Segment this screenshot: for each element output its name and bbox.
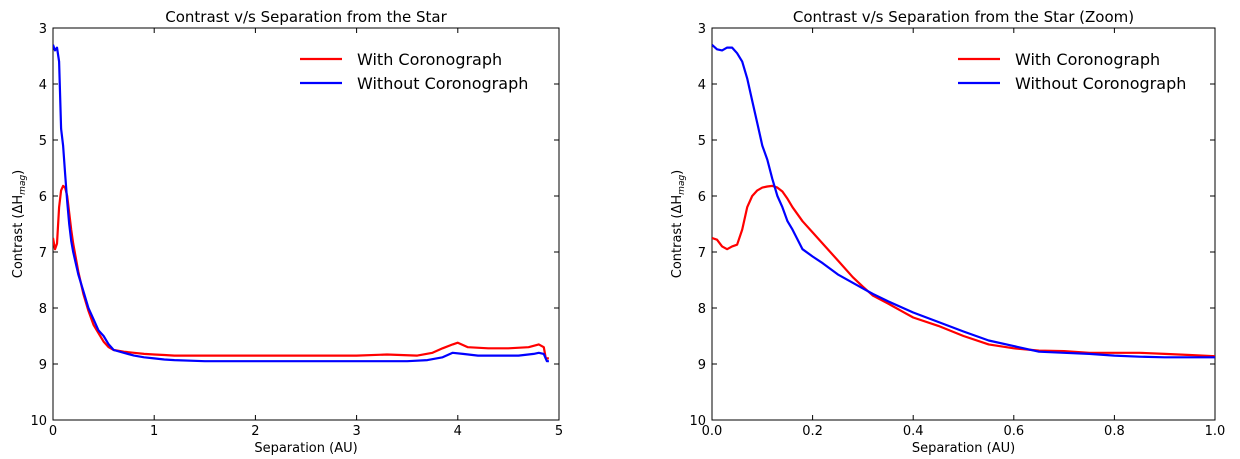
y-tick-label: 8 xyxy=(698,302,706,317)
x-tick-label: 1 xyxy=(150,424,158,439)
x-tick-label: 0.0 xyxy=(702,424,723,439)
series-line-without-coronograph xyxy=(53,44,549,363)
x-tick-label: 5 xyxy=(555,424,563,439)
series-line-without-coronograph xyxy=(712,43,1215,359)
legend-label: Without Coronograph xyxy=(357,74,528,93)
x-tick-label: 0.2 xyxy=(802,424,823,439)
y-tick-label: 9 xyxy=(698,358,706,373)
y-tick-label: 4 xyxy=(698,78,706,93)
legend: With Coronograph Without Coronograph xyxy=(300,50,528,93)
y-tick-label: 3 xyxy=(698,22,706,37)
x-tick-label: 2 xyxy=(251,424,259,439)
y-tick-label: 4 xyxy=(39,78,47,93)
chart-title: Contrast v/s Separation from the Star (Z… xyxy=(793,8,1134,26)
y-tick-label: 8 xyxy=(39,302,47,317)
legend-label: With Coronograph xyxy=(1015,50,1160,69)
y-axis-label-main: Contrast (ΔH xyxy=(11,195,26,278)
plot-frame xyxy=(52,27,560,421)
y-axis-label-close: ) xyxy=(670,170,685,175)
y-axis-label-main: Contrast (ΔH xyxy=(670,195,685,278)
y-tick-label: 7 xyxy=(39,246,47,261)
legend-label: Without Coronograph xyxy=(1015,74,1186,93)
x-tick-label: 0.8 xyxy=(1104,424,1125,439)
x-tick-label: 0.4 xyxy=(903,424,924,439)
series-line-with-coronograph xyxy=(53,184,549,360)
y-axis-label: Contrast (ΔHmag) xyxy=(11,170,28,279)
y-tick-label: 5 xyxy=(698,134,706,149)
y-axis-label-subscript: mag xyxy=(677,175,687,195)
x-tick-label: 0 xyxy=(49,424,57,439)
y-axis-label-close: ) xyxy=(11,170,26,175)
y-axis-label-subscript: mag xyxy=(18,175,28,195)
plot-frame xyxy=(711,27,1216,421)
y-tick-label: 10 xyxy=(30,414,47,429)
y-tick-label: 9 xyxy=(39,358,47,373)
chart-1: Contrast v/s Separation from the Star 0 1 2… xyxy=(11,8,563,456)
y-tick-label: 10 xyxy=(689,414,706,429)
chart-title: Contrast v/s Separation from the Star xyxy=(165,8,447,26)
legend: With Coronograph Without Coronograph xyxy=(958,50,1186,93)
series-line-with-coronograph xyxy=(712,184,1215,358)
y-tick-label: 6 xyxy=(698,190,706,205)
legend-label: With Coronograph xyxy=(357,50,502,69)
y-tick-label: 7 xyxy=(698,246,706,261)
x-tick-label: 3 xyxy=(352,424,360,439)
x-axis-label: Separation (AU) xyxy=(254,441,357,456)
x-axis-label: Separation (AU) xyxy=(912,441,1015,456)
y-axis-label: Contrast (ΔHmag) xyxy=(670,170,687,279)
x-tick-label: 0.6 xyxy=(1003,424,1024,439)
y-tick-label: 6 xyxy=(39,190,47,205)
x-tick-label: 4 xyxy=(454,424,462,439)
y-tick-label: 5 xyxy=(39,134,47,149)
y-tick-label: 3 xyxy=(39,22,47,37)
x-tick-label: 1.0 xyxy=(1205,424,1226,439)
chart-2: Contrast v/s Separation from the Star (Z… xyxy=(670,8,1225,456)
